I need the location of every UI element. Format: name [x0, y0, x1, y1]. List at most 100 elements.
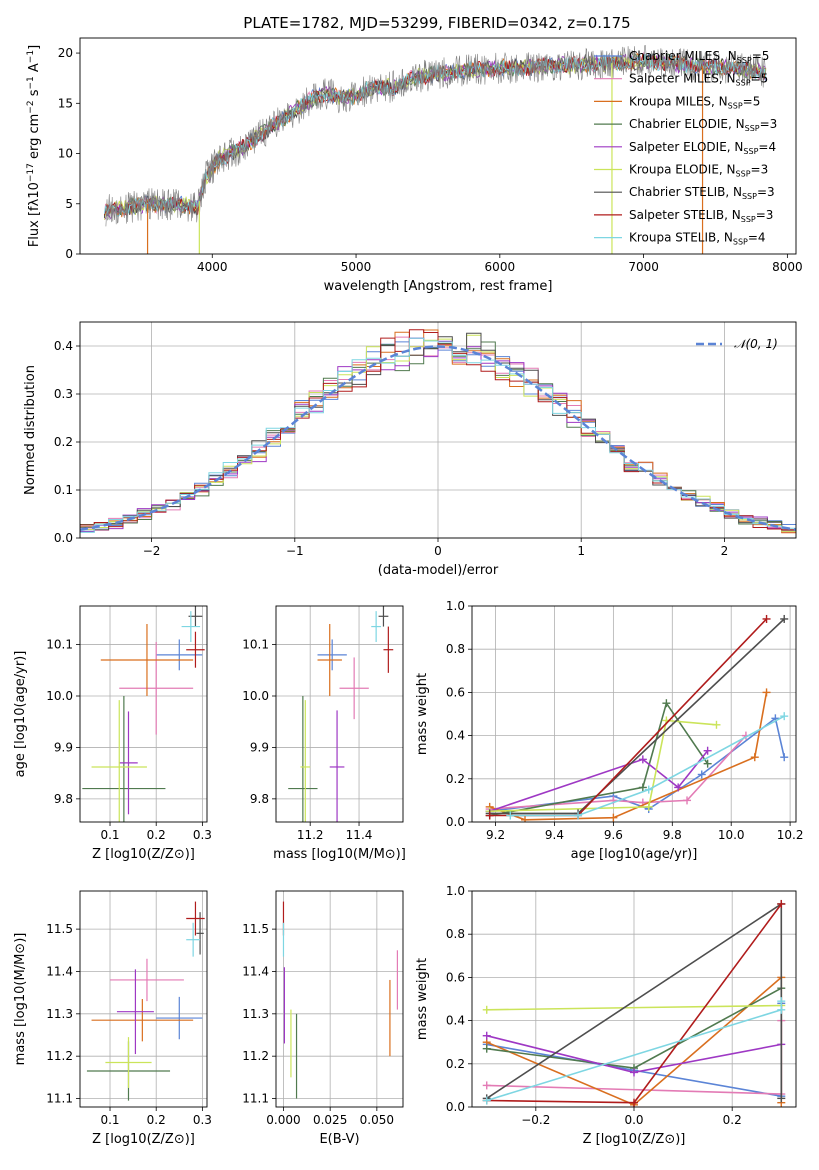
axes-mass_vs_Z: 0.1 0.2 0.3 11.1 11.2 11.3 11.4 11.5 — [46, 891, 212, 1127]
model-spectrum-kroupa_stelib — [103, 54, 767, 218]
x-tick-label: 0.050 — [360, 1113, 394, 1127]
histograms — [80, 329, 796, 538]
y-tick-label: 15 — [58, 96, 73, 110]
axes-spectrum: 4000 5000 6000 7000 8000 0 5 10 15 20 — [58, 46, 803, 274]
y-tick-label: 10.1 — [242, 638, 269, 652]
x-axis-label: age [log10(age/yr)] — [571, 847, 698, 862]
legend-label-text: Salpeter MILES, N — [629, 72, 736, 86]
x-tick-label: 0.0 — [624, 1113, 643, 1127]
axes-residuals: −2 −1 0 1 2 0.0 0.1 0.2 0.3 0.4 — [54, 322, 796, 558]
y-axis-label-exponent: −1 — [26, 50, 36, 63]
y-tick-label: 11.2 — [242, 1049, 269, 1063]
y-tick-label: 0.0 — [446, 815, 465, 829]
x-tick-label: 1 — [577, 544, 585, 558]
legend-label: Salpeter MILES, NSSP=5 — [629, 72, 768, 88]
x-tick-label: 11.4 — [346, 828, 373, 842]
x-tick-label: 9.2 — [486, 828, 505, 842]
axes-age_vs_Z: 0.1 0.2 0.3 9.8 9.9 10.0 10.1 — [46, 606, 212, 842]
legend-label-value: =3 — [760, 117, 778, 131]
y-tick-label: 1.0 — [446, 599, 465, 613]
legend-label-value: =5 — [752, 49, 770, 63]
legend-label: Kroupa MILES, NSSP=5 — [629, 94, 760, 110]
y-axis-label-exponent: −17 — [26, 163, 36, 182]
y-tick-label: 0.0 — [54, 531, 73, 545]
y-tick-label: 0.8 — [446, 927, 465, 941]
y-tick-label: 9.9 — [54, 740, 73, 754]
legend-label: Chabrier STELIB, NSSP=3 — [629, 185, 775, 201]
error-bars — [288, 606, 394, 822]
y-axis-label: Normed distribution — [23, 365, 38, 495]
y-axis-label-part: erg cm — [27, 114, 42, 163]
y-tick-label: 20 — [58, 46, 73, 60]
x-axis-label: Z [log10(Z/Z⊙)] — [92, 1132, 195, 1147]
y-tick-label: 9.9 — [250, 740, 269, 754]
error-bars — [282, 901, 398, 1099]
legend-label-subscript: SSP — [728, 101, 743, 110]
x-tick-label: −1 — [286, 544, 304, 558]
x-tick-label: 0.3 — [193, 1113, 212, 1127]
x-tick-label: 4000 — [197, 260, 228, 274]
x-tick-label: 0.2 — [147, 828, 166, 842]
legend-label-subscript: SSP — [736, 79, 751, 88]
legend-label: Kroupa STELIB, NSSP=4 — [629, 231, 766, 247]
x-tick-label: 0 — [434, 544, 442, 558]
x-axis-label: wavelength [Angstrom, rest frame] — [324, 279, 553, 294]
y-tick-label: 0.2 — [446, 1057, 465, 1071]
legend-label-text: Chabrier MILES, N — [629, 49, 737, 63]
y-tick-label: 11.1 — [46, 1092, 73, 1106]
weight-line-chabrier_miles — [489, 716, 785, 812]
x-tick-label: −2 — [143, 544, 161, 558]
y-axis-label: mass weight — [415, 673, 430, 755]
x-tick-label: 10.2 — [777, 828, 804, 842]
x-axis-label: mass [log10(M/M⊙)] — [273, 847, 406, 862]
weight-line-chabrier_elodie — [489, 701, 709, 817]
y-tick-label: 0.0 — [446, 1100, 465, 1114]
y-tick-label: 0.6 — [446, 970, 465, 984]
x-axis-label: Z [log10(Z/Z⊙)] — [583, 1132, 686, 1147]
y-tick-label: 0.3 — [54, 387, 73, 401]
legend-label-text: Chabrier STELIB, N — [629, 185, 742, 199]
legend-label-text: Kroupa MILES, N — [629, 94, 728, 108]
y-tick-label: 0.2 — [54, 435, 73, 449]
legend-label: Chabrier ELODIE, NSSP=3 — [629, 117, 777, 133]
weight-lines — [485, 614, 789, 822]
x-tick-label: 0.000 — [266, 1113, 300, 1127]
plot-frame — [79, 605, 208, 823]
plot-frame — [275, 605, 404, 823]
legend-label-text: Salpeter ELODIE, N — [629, 140, 743, 154]
legend-label: Kroupa ELODIE, NSSP=3 — [629, 163, 768, 179]
x-axis-label: (data-model)/error — [378, 563, 499, 578]
legend-label-value: =4 — [758, 140, 776, 154]
weight-line-kroupa_elodie — [489, 719, 717, 812]
weight-lines — [482, 899, 786, 1107]
y-tick-label: 0 — [65, 247, 73, 261]
x-tick-label: 9.6 — [604, 828, 623, 842]
legend-label-subscript: SSP — [743, 147, 758, 156]
error-bars — [82, 606, 205, 822]
y-tick-label: 11.2 — [46, 1049, 73, 1063]
weight-line-kroupa_stelib — [510, 715, 785, 817]
y-tick-label: 0.4 — [54, 339, 73, 353]
legend-label-value: =4 — [748, 231, 766, 245]
y-tick-label: 10.1 — [46, 638, 73, 652]
legend-label-subscript: SSP — [733, 238, 748, 247]
y-axis-label-part: ] — [27, 45, 42, 50]
weight-line-kroupa_elodie — [486, 1004, 782, 1011]
legend-label-subscript: SSP — [736, 170, 751, 179]
y-tick-label: 10 — [58, 147, 73, 161]
y-tick-label: 11.5 — [46, 922, 73, 936]
legend-label-subscript: SSP — [741, 215, 756, 224]
legend-label-subscript: SSP — [742, 192, 757, 201]
x-tick-label: 11.2 — [297, 828, 324, 842]
y-tick-label: 0.4 — [446, 729, 465, 743]
legend-label-text: Chabrier ELODIE, N — [629, 117, 745, 131]
y-tick-label: 11.1 — [242, 1092, 269, 1106]
y-tick-label: 11.3 — [46, 1007, 73, 1021]
chart-title: PLATE=1782, MJD=53299, FIBERID=0342, z=0… — [243, 14, 630, 32]
y-axis-label: mass weight — [415, 958, 430, 1040]
x-tick-label: 2 — [721, 544, 729, 558]
legend-label-value: =3 — [751, 163, 769, 177]
normal-curve — [80, 345, 796, 531]
x-tick-label: 0.3 — [193, 828, 212, 842]
